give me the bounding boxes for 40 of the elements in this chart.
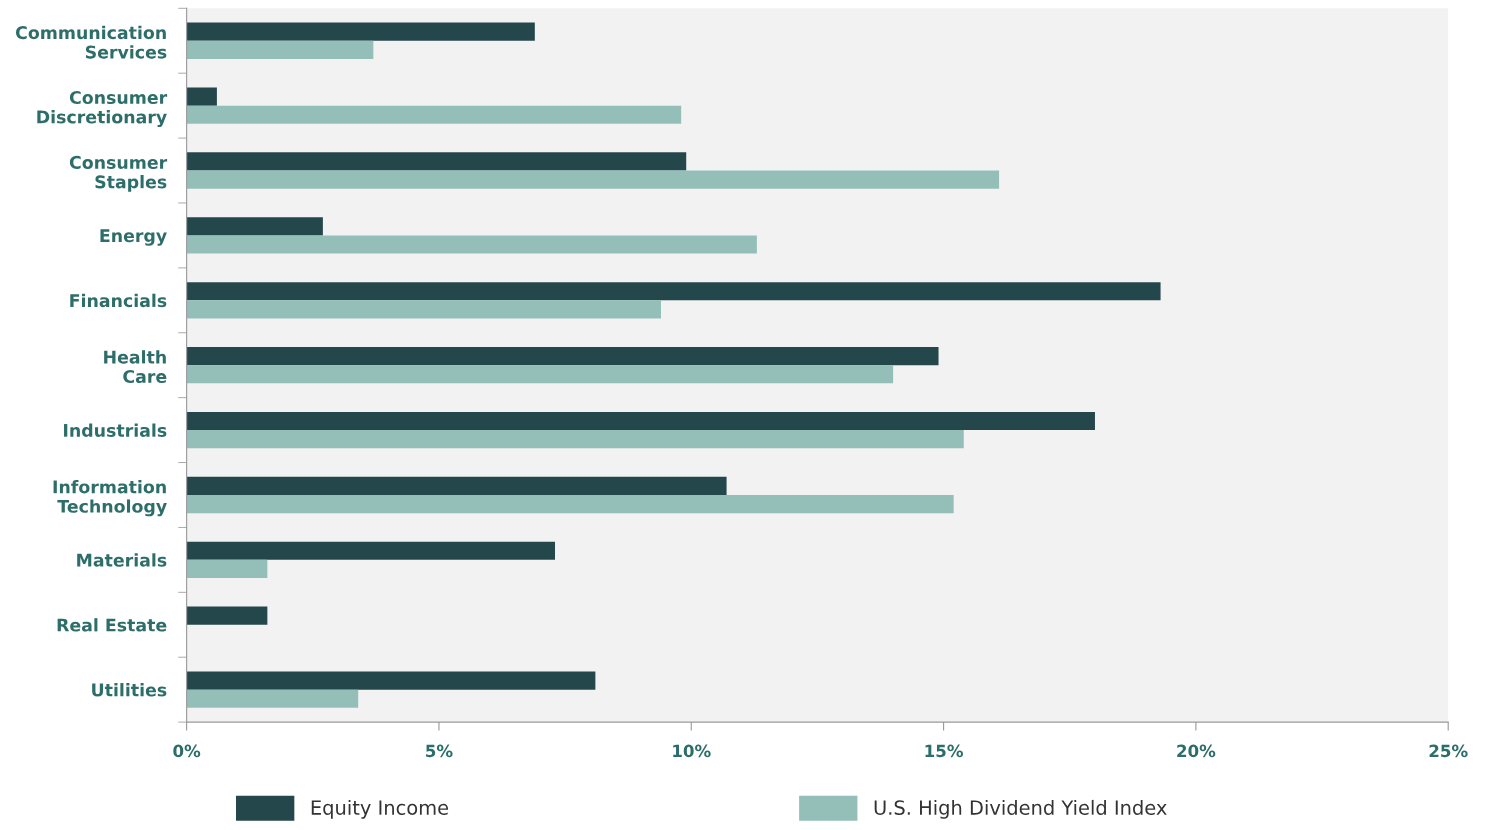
bar <box>186 476 727 495</box>
bar <box>186 559 268 579</box>
bar <box>186 689 359 708</box>
x-tick-label: 5% <box>426 744 453 758</box>
x-tick-label: 25% <box>1429 744 1468 758</box>
bar <box>186 411 1095 431</box>
y-tick-label: Consumer Discretionary <box>37 90 168 128</box>
x-tick-label: 15% <box>925 744 963 758</box>
y-tick-label: Communication Services <box>15 25 167 59</box>
bar <box>186 152 687 171</box>
bar <box>186 430 964 449</box>
y-tick-label: Industrials <box>64 423 167 437</box>
x-tick-label: 0% <box>173 744 201 758</box>
y-tick-label: Energy <box>100 229 167 246</box>
bar <box>186 105 682 124</box>
bar <box>186 235 757 254</box>
x-tick-label: 10% <box>673 744 711 758</box>
y-tick-label: Materials <box>77 553 167 567</box>
bar <box>186 22 535 41</box>
bar <box>186 300 661 319</box>
bar <box>186 347 939 366</box>
y-tick-label: Utilities <box>92 683 167 697</box>
y-tick-label: Information Technology <box>53 479 167 517</box>
bar <box>186 365 894 384</box>
legend-label: Equity Income <box>311 799 449 819</box>
y-tick-label: Real Estate <box>57 618 167 632</box>
bar <box>186 40 374 59</box>
y-tick-label: Financials <box>70 293 167 308</box>
legend-label: U.S. High Dividend Yield Index <box>874 799 1167 819</box>
bar <box>186 541 556 560</box>
bar <box>186 606 268 625</box>
bar <box>186 282 1161 301</box>
bar <box>186 217 323 236</box>
bar <box>186 671 596 690</box>
x-tick-label: 20% <box>1177 744 1216 758</box>
bar <box>186 494 954 514</box>
bar <box>186 170 1000 189</box>
y-tick-label: Health Care <box>104 350 167 384</box>
y-tick-label: Consumer Staples <box>69 155 168 192</box>
bar <box>186 87 217 106</box>
